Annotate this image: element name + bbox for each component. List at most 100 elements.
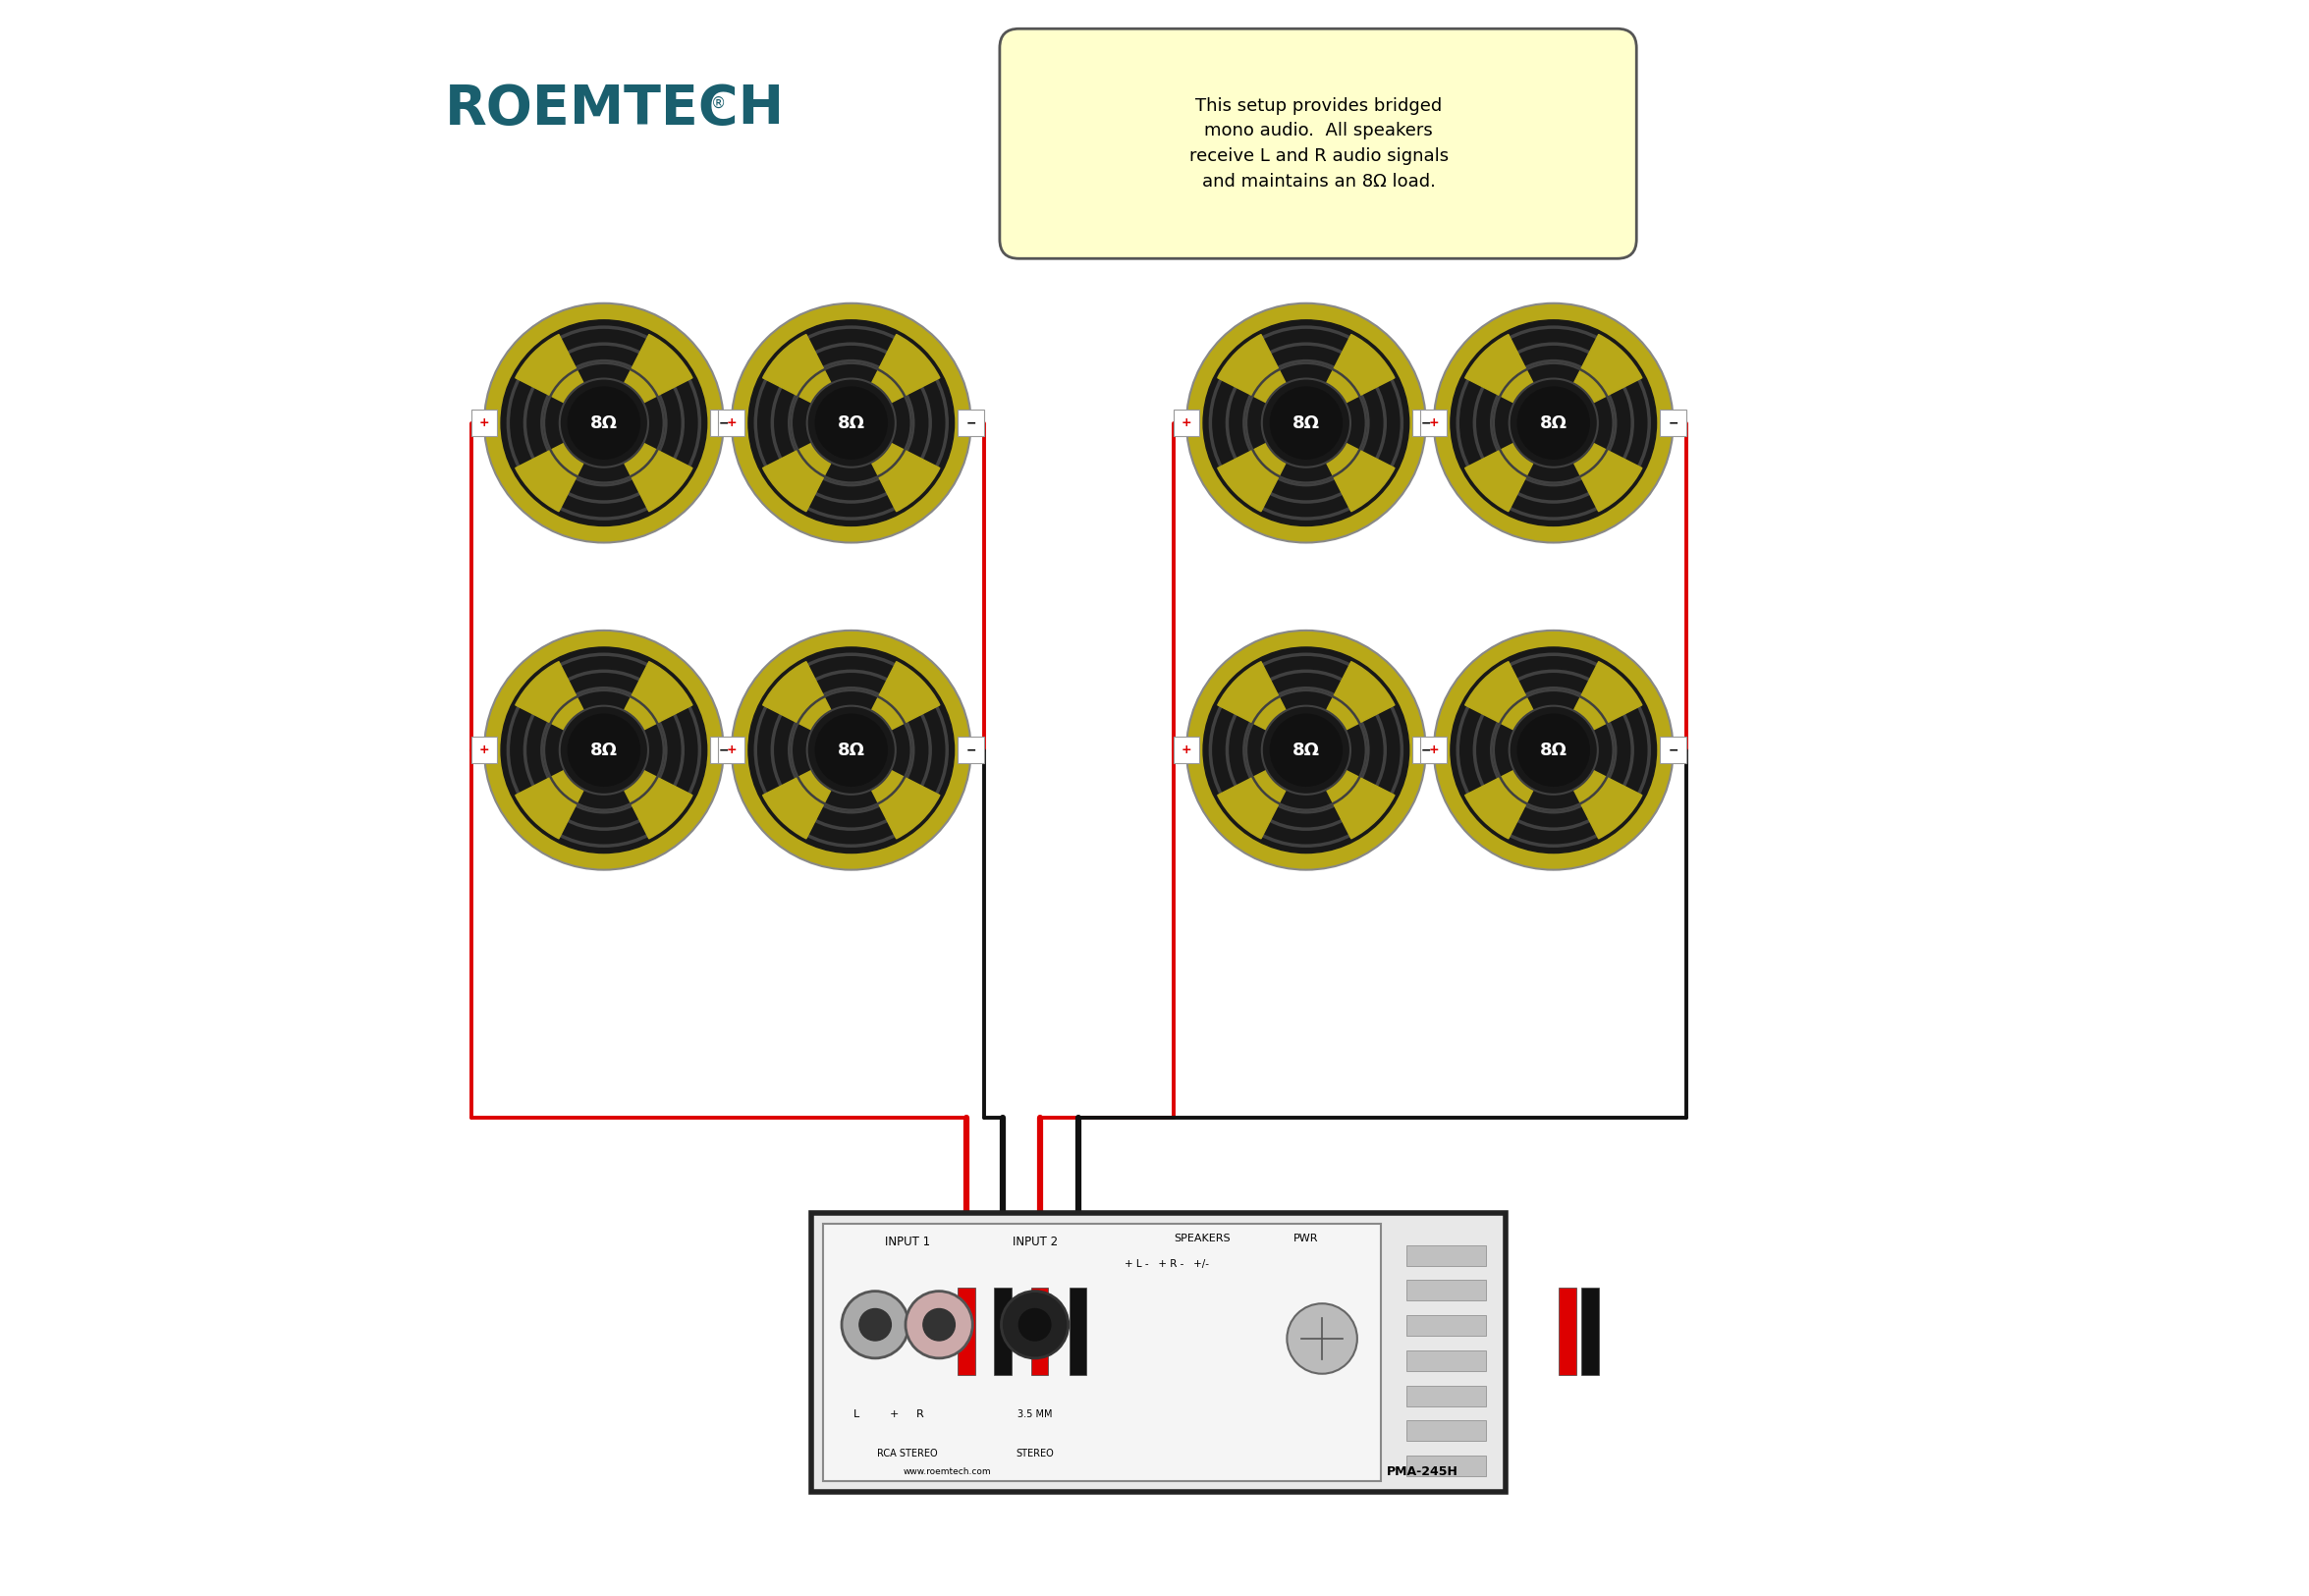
FancyBboxPatch shape	[810, 1213, 1505, 1492]
FancyBboxPatch shape	[718, 737, 746, 763]
Circle shape	[1018, 1309, 1051, 1341]
Text: INPUT 1: INPUT 1	[884, 1235, 931, 1248]
Circle shape	[843, 1291, 910, 1358]
Circle shape	[1263, 707, 1348, 793]
Bar	[1069, 1286, 1088, 1374]
Text: +: +	[1182, 417, 1191, 429]
Text: 8Ω: 8Ω	[1293, 741, 1321, 760]
Circle shape	[748, 319, 954, 527]
Text: INPUT 2: INPUT 2	[1011, 1235, 1058, 1248]
FancyBboxPatch shape	[346, 0, 1963, 1596]
FancyBboxPatch shape	[1420, 737, 1448, 763]
Circle shape	[1263, 380, 1348, 466]
FancyBboxPatch shape	[1420, 410, 1448, 436]
Wedge shape	[762, 335, 831, 404]
Wedge shape	[1217, 335, 1286, 404]
Wedge shape	[1325, 662, 1395, 731]
Circle shape	[1187, 630, 1427, 870]
Circle shape	[808, 707, 894, 793]
Text: 8Ω: 8Ω	[838, 413, 866, 433]
Text: +: +	[889, 1409, 898, 1419]
Text: −: −	[1667, 744, 1679, 757]
Text: This setup provides bridged
mono audio.  All speakers
receive L and R audio sign: This setup provides bridged mono audio. …	[1189, 97, 1448, 190]
Circle shape	[568, 715, 640, 785]
Text: +: +	[1429, 744, 1439, 757]
Circle shape	[568, 386, 640, 460]
Bar	[1406, 1456, 1487, 1476]
Text: www.roemtech.com: www.roemtech.com	[903, 1467, 991, 1476]
Circle shape	[1450, 648, 1656, 852]
Circle shape	[1002, 1291, 1069, 1358]
Text: +: +	[478, 417, 490, 429]
Wedge shape	[515, 662, 584, 731]
Wedge shape	[762, 442, 831, 511]
Text: 8Ω: 8Ω	[1540, 741, 1568, 760]
Text: 8Ω: 8Ω	[1540, 413, 1568, 433]
Text: +: +	[1182, 744, 1191, 757]
Text: 8Ω: 8Ω	[591, 741, 617, 760]
Wedge shape	[1572, 335, 1642, 404]
Wedge shape	[1217, 662, 1286, 731]
Circle shape	[501, 319, 707, 527]
Text: −: −	[1420, 744, 1432, 757]
Text: −: −	[718, 744, 730, 757]
Circle shape	[1434, 303, 1674, 543]
Wedge shape	[1464, 442, 1535, 511]
Circle shape	[1270, 715, 1342, 785]
Bar	[1406, 1280, 1487, 1301]
Wedge shape	[623, 335, 693, 404]
Text: SPEAKERS: SPEAKERS	[1173, 1234, 1231, 1243]
Bar	[995, 1286, 1011, 1374]
FancyBboxPatch shape	[1660, 410, 1686, 436]
Text: RCA STEREO: RCA STEREO	[877, 1448, 937, 1459]
Text: ROEMTECH: ROEMTECH	[443, 81, 785, 136]
Text: PMA-245H: PMA-245H	[1388, 1465, 1459, 1478]
Text: −: −	[718, 417, 730, 429]
Bar	[1030, 1286, 1048, 1374]
FancyBboxPatch shape	[1173, 737, 1201, 763]
Circle shape	[1517, 386, 1589, 460]
Bar	[1406, 1420, 1487, 1441]
Circle shape	[1510, 707, 1596, 793]
Circle shape	[1286, 1304, 1358, 1374]
Wedge shape	[1325, 769, 1395, 838]
Wedge shape	[1572, 769, 1642, 838]
Text: +: +	[1429, 417, 1439, 429]
Circle shape	[1434, 630, 1674, 870]
Text: −: −	[965, 744, 977, 757]
FancyBboxPatch shape	[471, 737, 496, 763]
FancyBboxPatch shape	[1413, 410, 1439, 436]
Wedge shape	[762, 769, 831, 838]
Text: +: +	[727, 744, 737, 757]
FancyBboxPatch shape	[822, 1224, 1381, 1481]
FancyBboxPatch shape	[958, 737, 984, 763]
Text: STEREO: STEREO	[1016, 1448, 1053, 1459]
Bar	[1406, 1245, 1487, 1266]
Circle shape	[859, 1309, 891, 1341]
FancyBboxPatch shape	[1173, 410, 1201, 436]
Circle shape	[905, 1291, 972, 1358]
FancyBboxPatch shape	[471, 410, 496, 436]
FancyBboxPatch shape	[1660, 737, 1686, 763]
Text: ®: ®	[711, 96, 725, 110]
Bar	[1559, 1286, 1577, 1374]
Wedge shape	[1572, 662, 1642, 731]
Text: +: +	[478, 744, 490, 757]
FancyBboxPatch shape	[1413, 737, 1439, 763]
Circle shape	[561, 707, 647, 793]
Text: 8Ω: 8Ω	[838, 741, 866, 760]
Wedge shape	[623, 662, 693, 731]
Circle shape	[1270, 386, 1342, 460]
Circle shape	[1203, 319, 1408, 527]
Text: L: L	[852, 1409, 859, 1419]
Wedge shape	[1464, 662, 1535, 731]
Circle shape	[1187, 303, 1427, 543]
Text: 3.5 MM: 3.5 MM	[1018, 1409, 1053, 1419]
Wedge shape	[1325, 442, 1395, 511]
FancyBboxPatch shape	[958, 410, 984, 436]
Wedge shape	[762, 662, 831, 731]
Wedge shape	[1464, 335, 1535, 404]
Wedge shape	[515, 769, 584, 838]
Wedge shape	[870, 335, 940, 404]
FancyBboxPatch shape	[711, 737, 737, 763]
